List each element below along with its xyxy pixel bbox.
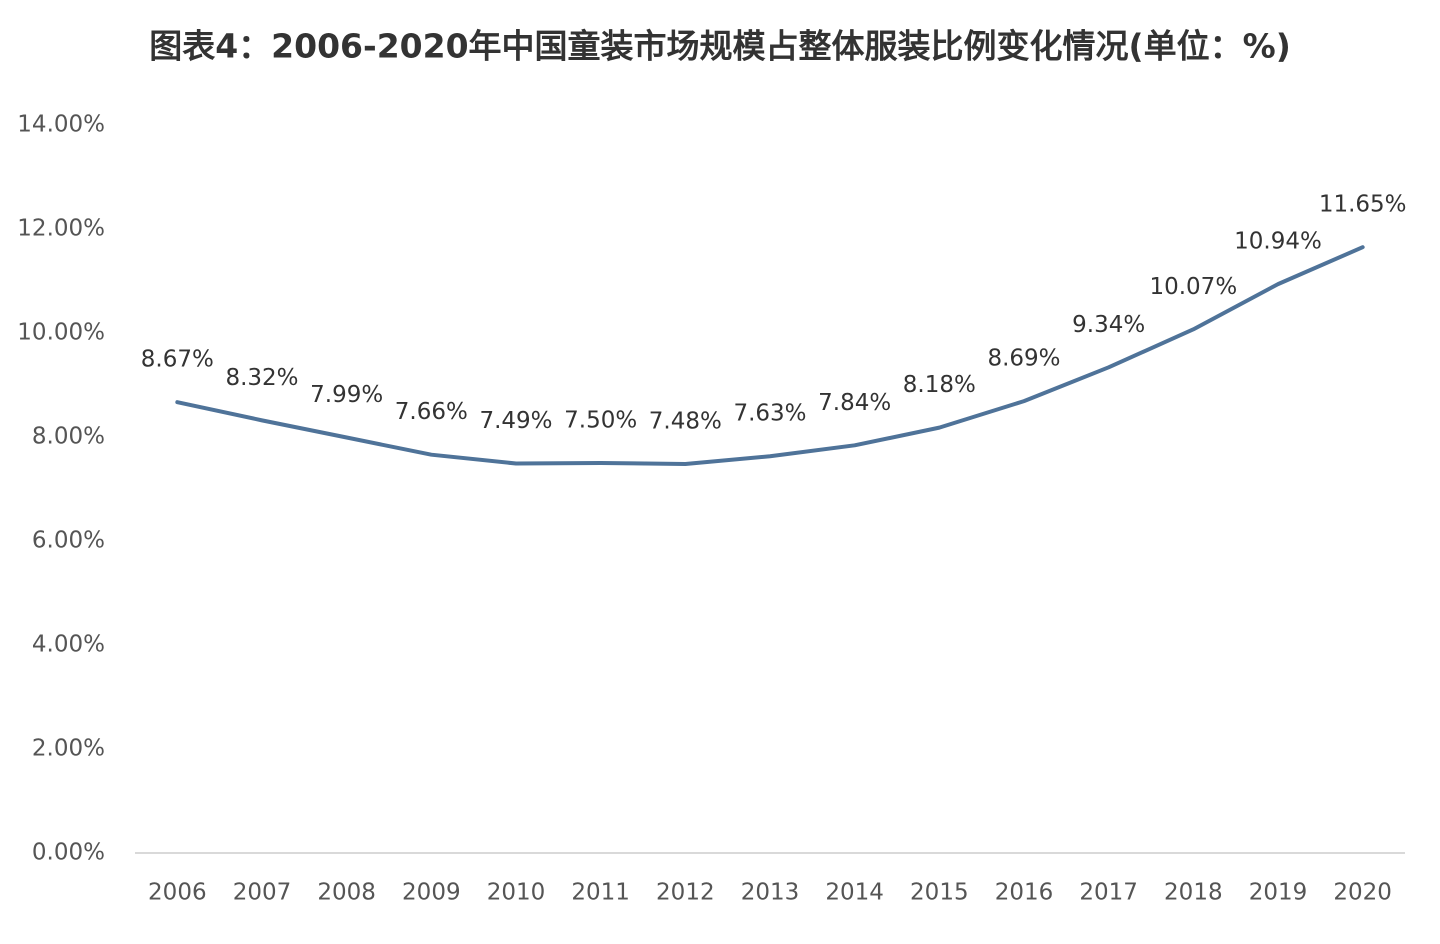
data-label: 7.63% (733, 401, 806, 427)
y-tick-label: 14.00% (17, 112, 105, 138)
data-label: 9.34% (1072, 312, 1145, 338)
x-tick-label: 2012 (656, 880, 715, 906)
x-tick-label: 2008 (317, 880, 376, 906)
data-label: 7.84% (818, 390, 891, 416)
x-tick-label: 2017 (1079, 880, 1138, 906)
data-label: 7.99% (310, 382, 383, 408)
x-tick-label: 2018 (1164, 880, 1223, 906)
x-tick-label: 2010 (487, 880, 546, 906)
data-label: 7.66% (395, 399, 468, 425)
data-label: 11.65% (1319, 192, 1407, 218)
data-label: 7.48% (649, 409, 722, 435)
data-label: 7.49% (479, 408, 552, 434)
data-label: 8.32% (225, 365, 298, 391)
y-tick-label: 0.00% (32, 840, 105, 866)
x-tick-label: 2016 (995, 880, 1054, 906)
y-tick-label: 6.00% (32, 528, 105, 554)
x-tick-label: 2020 (1333, 880, 1392, 906)
chart-title: 图表4：2006-2020年中国童装市场规模占整体服装比例变化情况(单位：%) (149, 27, 1291, 66)
x-tick-label: 2007 (233, 880, 292, 906)
y-tick-label: 8.00% (32, 424, 105, 450)
line-series (175, 245, 1365, 467)
x-tick-label: 2019 (1249, 880, 1308, 906)
data-label: 8.67% (141, 347, 214, 373)
x-tick-label: 2011 (571, 880, 630, 906)
y-tick-label: 2.00% (32, 736, 105, 762)
x-tick-label: 2009 (402, 880, 461, 906)
data-label: 8.69% (987, 346, 1060, 372)
data-label: 7.50% (564, 408, 637, 434)
x-tick-label: 2013 (741, 880, 800, 906)
data-label: 8.18% (903, 372, 976, 398)
x-tick-label: 2006 (148, 880, 207, 906)
data-label: 10.07% (1149, 274, 1237, 300)
data-label: 10.94% (1234, 229, 1322, 255)
y-tick-label: 10.00% (17, 320, 105, 346)
y-tick-label: 4.00% (32, 632, 105, 658)
x-tick-label: 2015 (910, 880, 969, 906)
x-tick-label: 2014 (825, 880, 884, 906)
y-tick-label: 12.00% (17, 216, 105, 242)
